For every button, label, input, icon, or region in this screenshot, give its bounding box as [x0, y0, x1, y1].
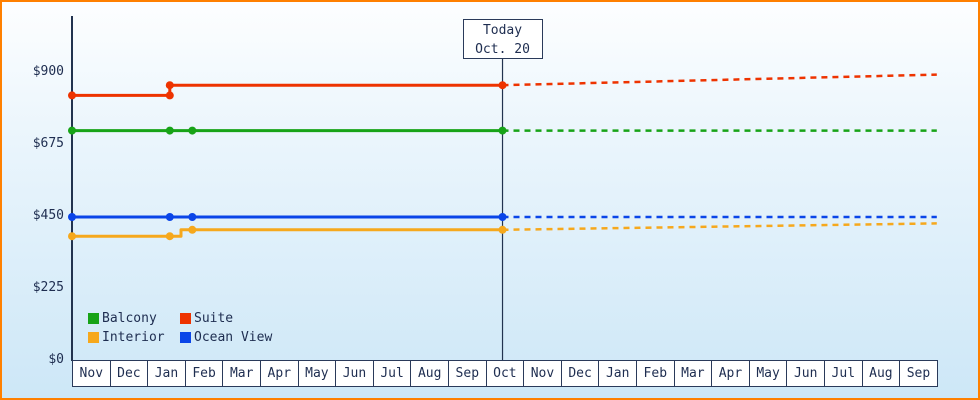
- x-axis-month-cell: Nov: [72, 360, 111, 387]
- series-line-interior: [72, 228, 503, 238]
- series-forecast-suite: [502, 73, 937, 87]
- x-axis-month-cell: Sep: [448, 360, 487, 387]
- series-marker-balcony: [68, 126, 76, 135]
- y-axis-tick-label: $450: [32, 208, 64, 223]
- x-axis-month-cell: Jul: [824, 360, 863, 387]
- legend-label: Balcony: [102, 311, 157, 326]
- legend-label: Suite: [194, 311, 234, 326]
- x-axis-month-cell: Mar: [673, 360, 713, 387]
- x-axis-month-cell: Feb: [636, 360, 675, 387]
- legend-item-balcony: Balcony: [88, 311, 180, 326]
- series-marker-ocean-view: [165, 213, 174, 221]
- series-marker-ocean-view: [498, 213, 507, 221]
- legend-label: Interior: [102, 330, 165, 345]
- x-axis-month-cell: Mar: [222, 360, 261, 387]
- today-marker-box: Today Oct. 20: [462, 19, 543, 59]
- x-axis-month-cell: Jun: [786, 360, 825, 387]
- series-marker-balcony: [165, 126, 174, 135]
- today-label: Today: [482, 23, 523, 38]
- series-marker-interior: [188, 225, 197, 234]
- legend-item-ocean-view: Ocean View: [180, 330, 272, 345]
- x-axis-month-cell: Jan: [598, 360, 637, 387]
- series-marker-ocean-view: [188, 213, 197, 221]
- legend-item-suite: Suite: [180, 311, 272, 326]
- x-axis-month-cell: Apr: [260, 360, 299, 387]
- x-axis-month-cell: Jun: [335, 360, 374, 387]
- x-axis-month-cell: Dec: [560, 360, 600, 387]
- series-marker-suite: [68, 91, 76, 100]
- legend-swatch: [180, 332, 191, 343]
- series-marker-interior: [68, 232, 76, 241]
- x-axis-month-cell: May: [297, 360, 337, 387]
- x-axis-month-cell: May: [748, 360, 788, 387]
- y-axis-tick-label: $225: [32, 280, 64, 295]
- x-axis-month-cell: Jan: [147, 360, 186, 387]
- chart-legend: Balcony Suite Interior Ocean View: [88, 311, 272, 345]
- legend-item-interior: Interior: [88, 330, 180, 345]
- series-line-suite: [72, 83, 503, 97]
- x-axis-month-cell: Jul: [372, 360, 412, 387]
- x-axis-month-cell: Dec: [109, 360, 149, 387]
- x-axis-month-cell: Aug: [861, 360, 901, 387]
- series-marker-balcony: [498, 126, 507, 135]
- series-marker-suite: [165, 81, 174, 90]
- x-axis-month-cell: Sep: [899, 360, 938, 387]
- series-marker-interior: [498, 225, 507, 234]
- x-axis-month-cell: Aug: [410, 360, 449, 387]
- legend-label: Ocean View: [194, 330, 273, 345]
- x-axis-month-cell: Oct: [485, 360, 525, 387]
- series-marker-suite: [498, 81, 507, 90]
- legend-swatch: [180, 313, 191, 324]
- y-axis-tick-label: $900: [32, 64, 64, 79]
- series-marker-ocean-view: [68, 213, 76, 221]
- series-forecast-interior: [502, 222, 937, 232]
- series-marker-interior: [165, 232, 174, 241]
- x-axis-month-cell: Apr: [711, 360, 750, 387]
- series-marker-suite: [165, 91, 174, 100]
- y-axis-tick-label: $675: [32, 136, 64, 151]
- legend-swatch: [88, 332, 99, 343]
- y-axis-tick-label: $0: [48, 352, 64, 367]
- x-axis-month-cell: Nov: [523, 360, 562, 387]
- today-date: Oct. 20: [475, 42, 530, 57]
- series-marker-balcony: [188, 126, 197, 135]
- legend-swatch: [88, 313, 99, 324]
- x-axis-month-cell: Feb: [184, 360, 224, 387]
